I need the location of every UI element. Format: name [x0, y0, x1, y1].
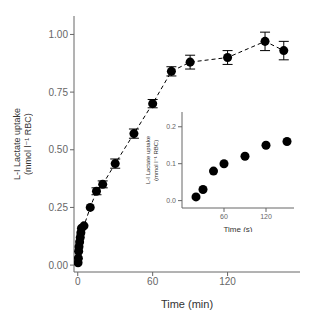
html-text:L-I Lactate uptake (mmol l⁻¹ R: L-I Lactate uptake (mmol l⁻¹ RBC) [12, 108, 33, 180]
svg-text:0.25: 0.25 [49, 202, 69, 213]
svg-text:0.2: 0.2 [166, 123, 176, 130]
svg-text:0.1: 0.1 [166, 160, 176, 167]
svg-text:0.00: 0.00 [49, 260, 69, 271]
svg-text:0.75: 0.75 [49, 87, 69, 98]
svg-text:60: 60 [147, 276, 159, 287]
svg-text:0.50: 0.50 [49, 144, 69, 155]
svg-text:120: 120 [219, 276, 236, 287]
svg-text:120: 120 [260, 213, 272, 220]
svg-text:0: 0 [75, 276, 81, 287]
svg-text:Time (min): Time (min) [161, 298, 213, 310]
svg-text:1.00: 1.00 [49, 29, 69, 40]
svg-text:Time (s): Time (s) [223, 225, 252, 232]
svg-text:0.0: 0.0 [166, 197, 176, 204]
svg-text:60: 60 [220, 213, 228, 220]
html-text:L-I Lactate uptake (mmol l⁻¹ R: L-I Lactate uptake (mmol l⁻¹ RBC) [145, 136, 159, 184]
